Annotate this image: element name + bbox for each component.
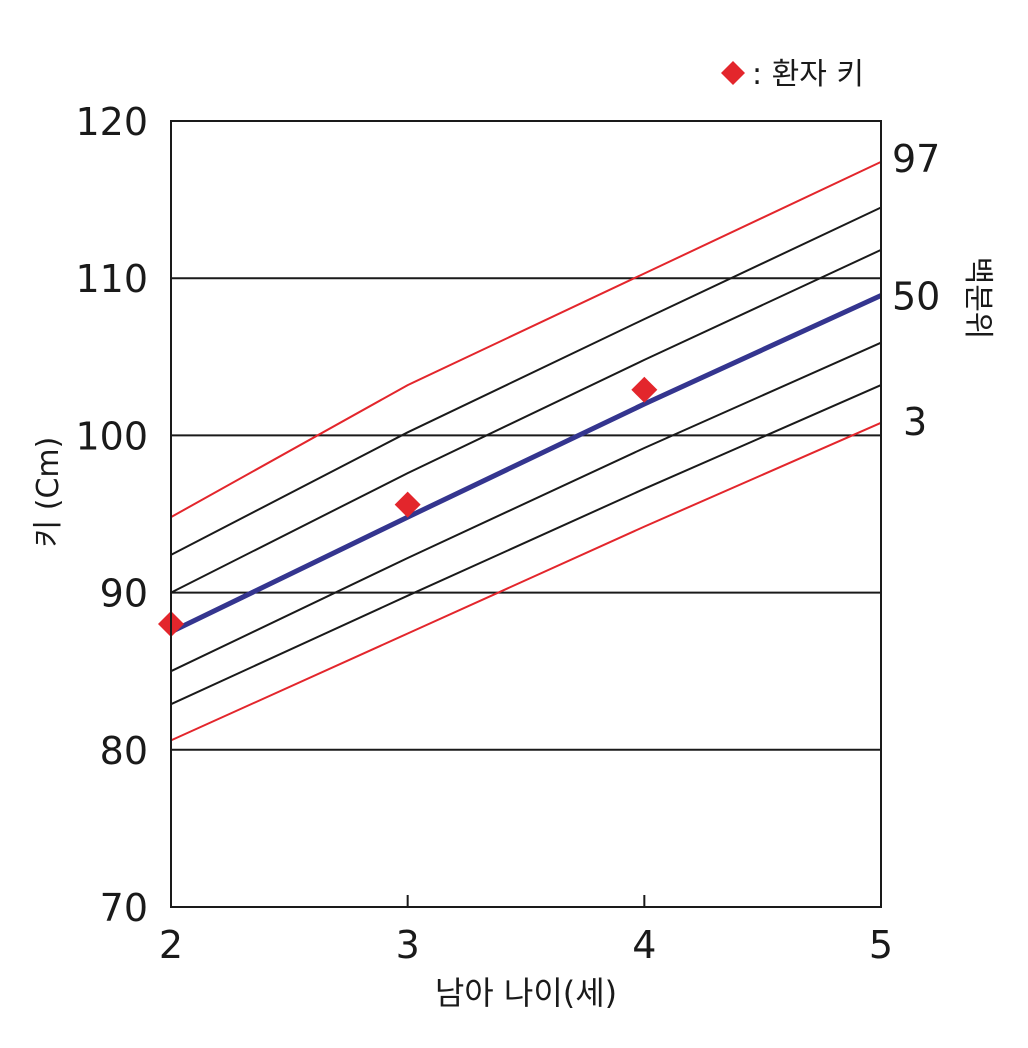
percentile-curve-p1 (170, 206, 882, 556)
legend-label: : 환자 키 (752, 57, 864, 92)
percentile-labels: 97 50 3 (892, 137, 940, 444)
percentile-curve-3 (170, 421, 882, 742)
gridlines (171, 277, 881, 751)
percentile-curve-p5 (170, 384, 882, 706)
x-tick-label: 4 (632, 923, 656, 967)
y-tick-label: 90 (100, 572, 148, 616)
x-axis-tick-labels: 2 3 4 5 (159, 895, 893, 967)
legend: : 환자 키 (721, 57, 864, 92)
y-tick-label: 100 (75, 414, 148, 458)
patient-height-points (158, 376, 658, 638)
legend-diamond-marker (721, 61, 745, 85)
percentile-label-50: 50 (892, 274, 940, 318)
y-axis-label: 키 (Cm) (31, 437, 66, 548)
percentile-curve-50 (169, 293, 883, 635)
y-tick-label: 70 (100, 886, 148, 930)
x-tick-label: 3 (396, 923, 420, 967)
percentile-label-3: 3 (903, 400, 927, 444)
percentile-label-97: 97 (892, 137, 940, 181)
x-tick-label: 5 (869, 923, 893, 967)
percentile-curve-p4 (170, 341, 882, 673)
y-axis-tick-labels: 70 80 90 100 110 120 (75, 100, 148, 930)
y-tick-label: 110 (75, 257, 148, 301)
plot-frame (170, 120, 882, 908)
percentile-curves (169, 160, 883, 742)
y-tick-label: 120 (75, 100, 148, 144)
patient-height-point (394, 491, 421, 518)
percentile-curve-p2 (170, 248, 882, 594)
x-axis-label: 남아 나이(세) (435, 974, 617, 1012)
y-tick-label: 80 (100, 729, 148, 773)
percentile-curve-97 (170, 160, 882, 518)
x-tick-label: 2 (159, 923, 183, 967)
right-axis-label: 백분위 (960, 257, 995, 340)
patient-height-point (631, 376, 658, 403)
